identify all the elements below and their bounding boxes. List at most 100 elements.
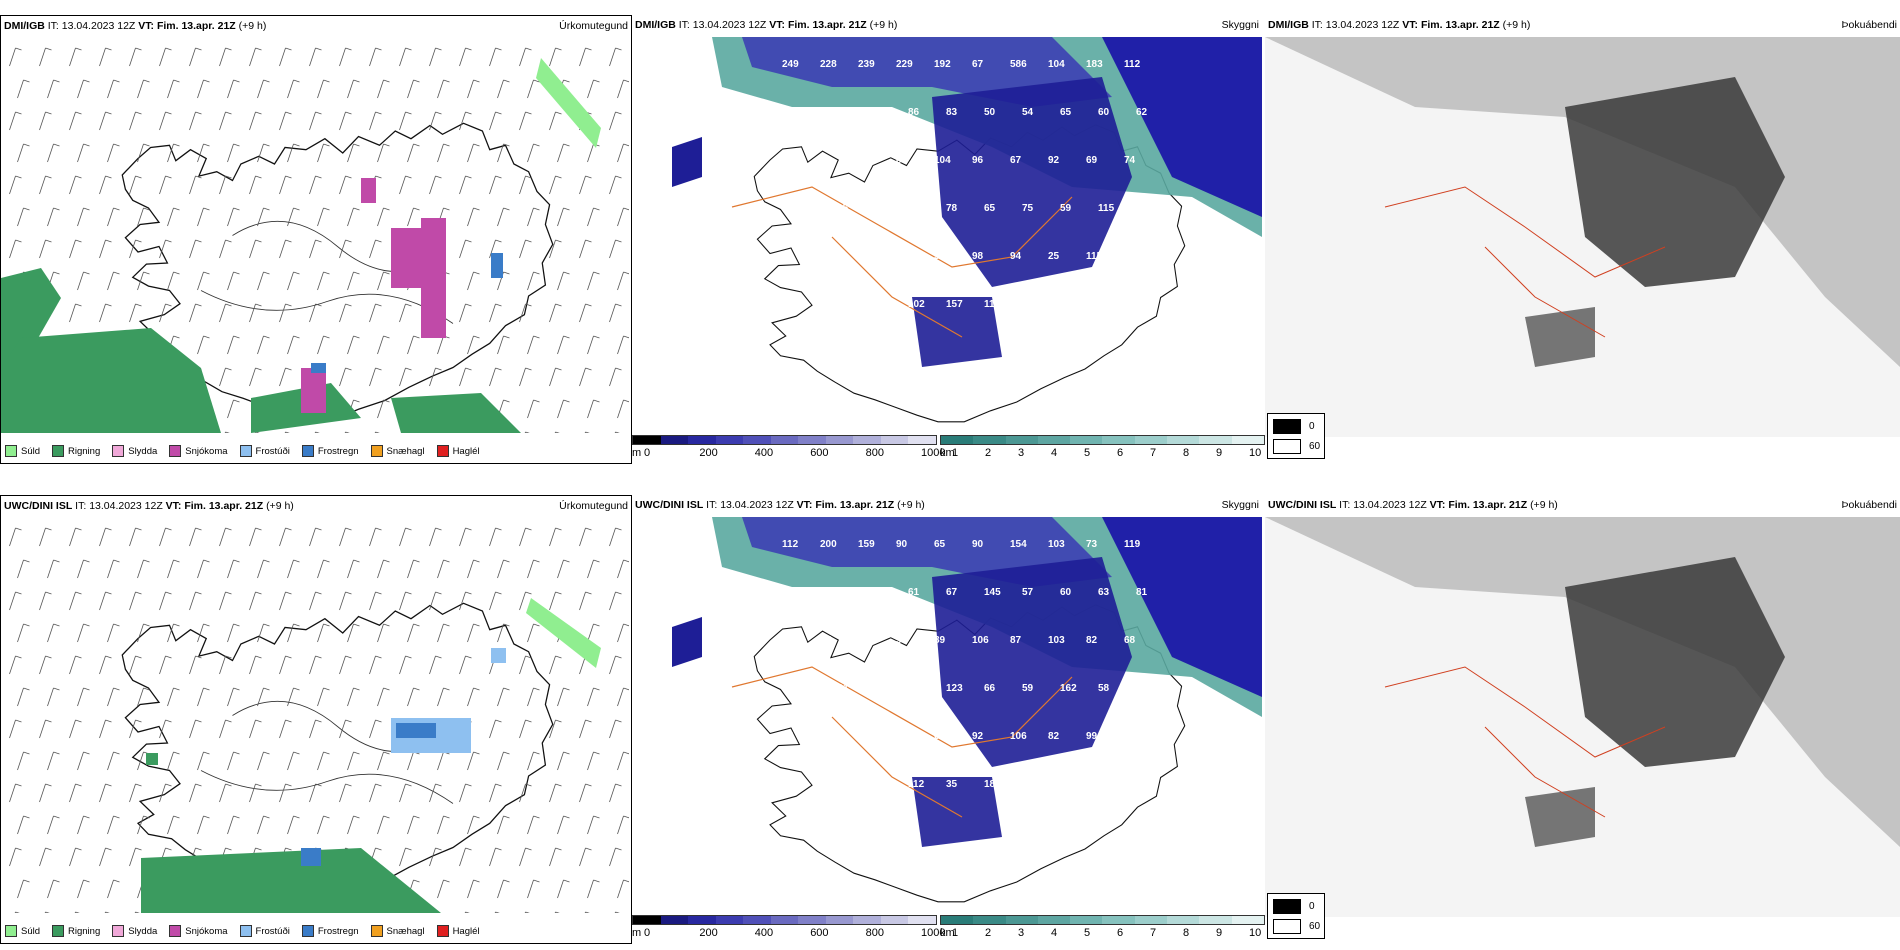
cloud-value-label: 60 [794, 299, 806, 310]
cloud-value-label: 54 [832, 779, 844, 790]
cloud-value-label: 86 [794, 683, 806, 694]
fog-key-swatch [1273, 439, 1301, 454]
cloud-value-label: 123 [946, 683, 963, 694]
fog-key-label: 0 [1309, 901, 1315, 912]
colorbar-cell [743, 916, 771, 924]
cloud-panel-bottom: UWC/DINI ISL IT: 13.04.2023 12Z VT: Fim.… [632, 495, 1262, 942]
legend-label: Snæhagl [386, 925, 425, 937]
legend-label: Rigning [68, 925, 101, 937]
colorbar-tick: 1 [952, 927, 959, 939]
legend-swatch [169, 445, 182, 457]
cloud-value-label: 104 [1048, 59, 1065, 70]
cloud-value-label: 66 [1022, 299, 1034, 310]
cloud-value-label: 586 [1010, 59, 1027, 70]
cloud-value-label: 102 [908, 299, 925, 310]
cloud-value-label: 106 [972, 635, 989, 646]
cloud-value-label: 157 [946, 299, 963, 310]
colorbar-cell [1005, 436, 1038, 444]
colorbar-tick: 8 [1183, 447, 1190, 459]
legend-swatch [52, 925, 65, 937]
cloud-value-label: 64 [896, 731, 908, 742]
cloud-value-label: 80 [820, 155, 832, 166]
fog-panel-top: DMI/IGB IT: 13.04.2023 12Z VT: Fim. 13.a… [1265, 15, 1900, 462]
panel-header: DMI/IGB IT: 13.04.2023 12Z VT: Fim. 13.a… [4, 20, 267, 32]
cloud-value-label: 85 [858, 635, 870, 646]
legend-swatch [239, 925, 252, 937]
panel-header: UWC/DINI ISL IT: 13.04.2023 12Z VT: Fim.… [1268, 499, 1558, 511]
legend-label: Súld [21, 445, 41, 457]
cloud-map-top: 249 228 239 229 192 67 586 104 183 112 108 63 203 86 8… [672, 37, 1262, 423]
legend-item: Haglél [436, 925, 480, 937]
precip-title: Úrkomutegund [559, 500, 628, 512]
colorbar-unit: km [940, 447, 955, 459]
cloud-value-label: 101 [870, 299, 887, 310]
cloud-value-label: 69 [1124, 731, 1136, 742]
colorbar-tick: 3 [1018, 447, 1025, 459]
fog-key-row: 0 [1273, 419, 1315, 434]
colorbar-tick: 400 [754, 447, 774, 459]
cloud-value-label: 187 [984, 779, 1001, 790]
cloud-value-label: 57 [1022, 587, 1034, 598]
cloud-value-label: 82 [1136, 299, 1148, 310]
cloud-value-label: 60 [1098, 107, 1110, 118]
legend-item: Slydda [112, 445, 157, 457]
cloud-value-label: 101 [832, 683, 849, 694]
legend-item: Súld [5, 925, 40, 937]
cloud-value-label: 192 [934, 59, 951, 70]
colorbar-cell [1167, 436, 1200, 444]
fog-key-label: 60 [1309, 441, 1321, 452]
colorbar-cell [688, 916, 716, 924]
legend-label: Snjókoma [185, 445, 228, 457]
colorbar-cell [633, 916, 661, 924]
colorbar-tick: 800 [865, 447, 884, 459]
cloud-value-label: 113 [832, 299, 849, 310]
precip-legend: Súld Rigning Slydda Snjókoma Frostúði Frostre… [5, 445, 480, 457]
colorbar-cell [798, 916, 826, 924]
cloud-value-label: 60 [1098, 299, 1110, 310]
legend-item: Snæhagl [370, 925, 425, 937]
legend-swatch [436, 925, 449, 937]
cloud-value-label: 239 [858, 59, 875, 70]
colorbar-cell [660, 436, 689, 444]
legend-label: Frostúði [255, 445, 290, 457]
fog-map-bottom [1265, 517, 1900, 917]
cloud-value-label: 183 [1086, 59, 1103, 70]
cloud-value-label: 90 [896, 539, 908, 550]
colorbar-tick: 4 [1051, 447, 1058, 459]
colorbar-tick: 10 [1249, 927, 1262, 939]
cloud-value-label: 115 [1098, 203, 1115, 214]
legend-item: Frostúði [239, 445, 290, 457]
fog-key-row: 0 [1273, 899, 1315, 914]
colorbar-tick: 600 [810, 447, 829, 459]
cloud-value-label: 63 [934, 731, 946, 742]
legend-item: Snjókoma [169, 925, 228, 937]
fog-key-swatch [1273, 899, 1301, 914]
cloud-value-label: 200 [820, 539, 837, 550]
fog-key-row: 60 [1273, 439, 1320, 454]
legend-swatch [112, 445, 125, 457]
cloud-value-label: 59 [1060, 203, 1072, 214]
cloud-value-label: 249 [782, 59, 799, 70]
cloud-value-label: 119 [1124, 539, 1141, 550]
legend-item: Frostúði [239, 925, 290, 937]
legend-label: Haglél [452, 925, 480, 937]
fog-key-swatch [1273, 419, 1301, 434]
cloud-value-label: 68 [794, 203, 806, 214]
colorbar-cell [1070, 916, 1103, 924]
cloud-value-label: 63 [1098, 587, 1110, 598]
legend-item: Slydda [112, 925, 157, 937]
legend-label: Snjókoma [185, 925, 228, 937]
cloud-value-label: 203 [870, 107, 887, 118]
cloud-value-label: 89 [896, 155, 908, 166]
cloud-value-label: 97 [820, 251, 832, 262]
cloud-value-label: 174 [858, 731, 875, 742]
legend-item: Snjókoma [169, 445, 228, 457]
cloud-value-label: 89 [934, 635, 946, 646]
cloud-value-label: 65 [1060, 107, 1072, 118]
colorbar-cell [941, 436, 974, 444]
colorbar-tick: 600 [810, 927, 829, 939]
colorbar-unit: m [632, 447, 642, 459]
colorbar-tick: 10 [1249, 447, 1262, 459]
colorbar-unit: km [940, 927, 955, 939]
cloud-value-label: 112 [782, 539, 799, 550]
